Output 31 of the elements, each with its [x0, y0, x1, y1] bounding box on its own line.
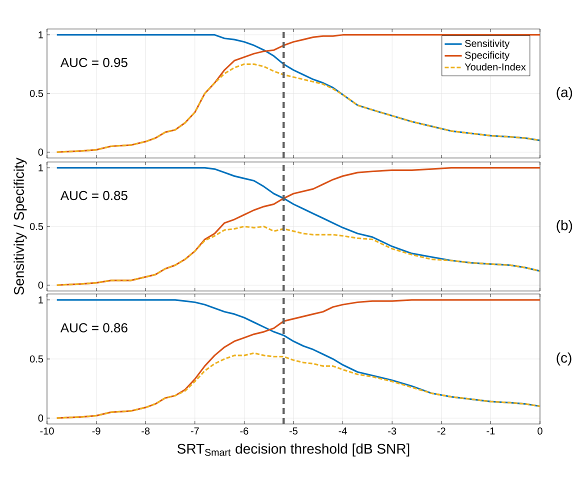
x-tick-label: 0	[538, 428, 542, 435]
legend-label: Specificity	[465, 51, 510, 61]
y-tick-label: 1	[38, 31, 43, 38]
x-tick-label: -1	[486, 428, 495, 434]
legend-label: Youden-Index	[464, 63, 526, 70]
y-tick-label: 0	[38, 282, 44, 289]
x-tick-label: -2	[437, 428, 446, 434]
y-tick-label: 0	[38, 414, 44, 422]
text: (c)	[556, 352, 572, 366]
legend-label: Sensitivity	[465, 40, 510, 49]
x-tick-label: -6	[240, 428, 248, 435]
x-axis-title: SRT$_{Smart}$ decision threshold [dB SNR]	[177, 443, 410, 457]
x-tick-label: -7	[190, 428, 199, 434]
annotation: AUC = 0.95	[60, 58, 128, 68]
annotation: AUC = 0.86	[60, 323, 128, 332]
text: (a)	[556, 86, 572, 100]
x-tick-label: -10	[40, 428, 54, 435]
x-tick-label: -8	[142, 428, 150, 435]
y-tick-label: 0.5	[30, 222, 44, 230]
y-tick-label: 1	[38, 164, 43, 172]
annotation: AUC = 0.85	[60, 190, 128, 200]
x-tick-label: -9	[92, 428, 100, 435]
y-tick-label: 1	[38, 296, 43, 304]
x-tick-label: -5	[289, 428, 298, 434]
y-tick-label: 0.5	[30, 90, 44, 98]
text: (b)	[556, 220, 572, 234]
y-axis-title: Sensitivity / Specificity	[14, 158, 27, 295]
x-tick-label: -3	[388, 428, 396, 435]
y-tick-label: 0.5	[30, 355, 44, 363]
x-tick-label: -4	[338, 428, 347, 434]
y-tick-label: 0	[38, 148, 44, 156]
